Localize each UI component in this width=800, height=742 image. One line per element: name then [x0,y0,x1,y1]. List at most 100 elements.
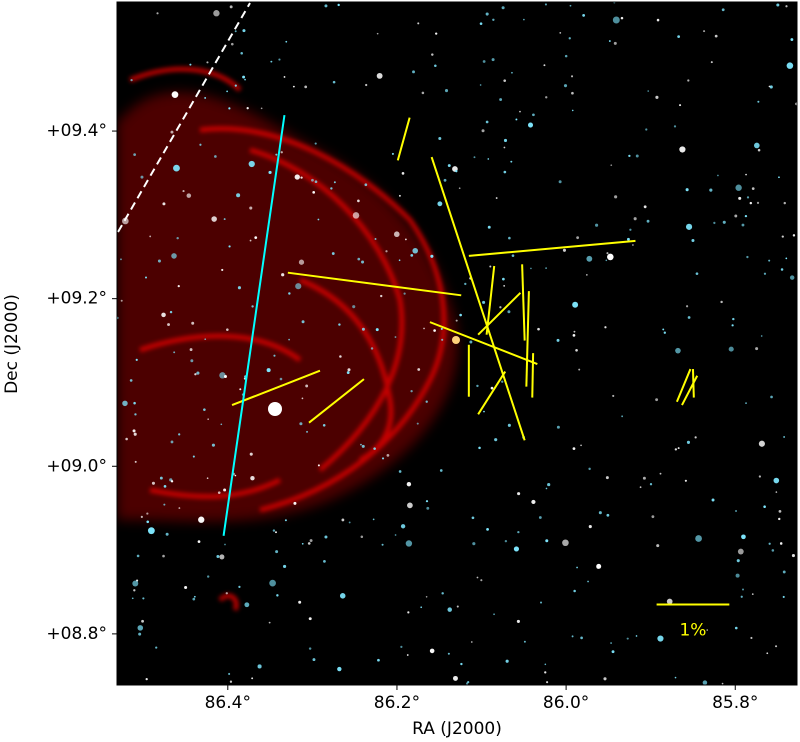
star [613,41,617,45]
star [251,305,254,308]
star [301,397,304,400]
star [332,80,336,84]
star [372,518,375,521]
star [182,190,185,193]
star [545,539,549,543]
star [734,626,738,630]
y-tick-label: +09.4° [46,121,107,141]
star [483,410,485,413]
star [338,323,341,326]
star [223,218,226,221]
star [751,187,755,190]
star [531,499,536,505]
star [501,380,504,383]
star [279,377,283,381]
star [207,418,209,420]
star [137,625,144,631]
star [283,76,286,78]
star [400,645,403,648]
star [234,30,237,33]
star [230,42,234,46]
star [278,58,281,61]
star [301,542,304,545]
star [292,85,295,88]
star [458,187,461,190]
star [460,662,463,666]
star [254,236,258,240]
star [495,197,498,199]
x-tick-label: 86.0° [543,693,589,713]
star [280,151,283,154]
star [146,520,150,524]
star [240,51,243,55]
star [381,543,384,546]
star [476,384,479,388]
star [140,515,143,518]
y-tick-label: +09.0° [46,456,107,476]
star [606,252,609,255]
star [339,593,346,599]
star [657,635,664,642]
star [695,272,699,275]
star [171,91,179,98]
star [159,476,163,480]
star [783,201,786,205]
star [437,201,443,207]
star [288,338,290,341]
star [120,299,123,302]
star [394,534,397,536]
polarization-vector [691,369,695,398]
star [249,206,253,210]
star [580,636,583,640]
star [341,518,345,522]
star [193,595,196,598]
star [687,79,690,82]
star [226,328,229,331]
star [741,223,745,227]
star [575,348,578,352]
star [517,492,521,496]
star [131,597,134,600]
star [178,507,181,509]
star [486,527,489,531]
star [778,509,782,513]
star [471,516,475,520]
star [186,193,192,198]
star [347,368,351,372]
star [556,425,560,429]
star [456,605,459,608]
star [588,467,591,471]
star [607,253,614,261]
star [610,642,612,644]
star [134,413,137,416]
star [365,83,368,87]
star [156,12,159,15]
star [260,107,263,110]
star [559,31,562,34]
polarization-vector [525,291,530,387]
star [145,677,148,681]
star [780,268,784,271]
star [504,539,508,543]
star [238,585,241,589]
star [659,472,662,475]
star [734,214,738,218]
star [249,452,253,456]
star [398,470,402,473]
star [479,22,483,25]
star [393,231,400,238]
star [757,148,761,152]
star [431,53,434,56]
star [298,600,302,604]
star [194,373,197,376]
star [324,4,328,8]
star [312,658,316,662]
star [546,681,549,684]
star [163,503,166,506]
star [756,201,760,204]
star [420,606,423,609]
star [192,597,196,601]
star [494,438,498,442]
star [576,236,580,240]
star [766,652,769,655]
